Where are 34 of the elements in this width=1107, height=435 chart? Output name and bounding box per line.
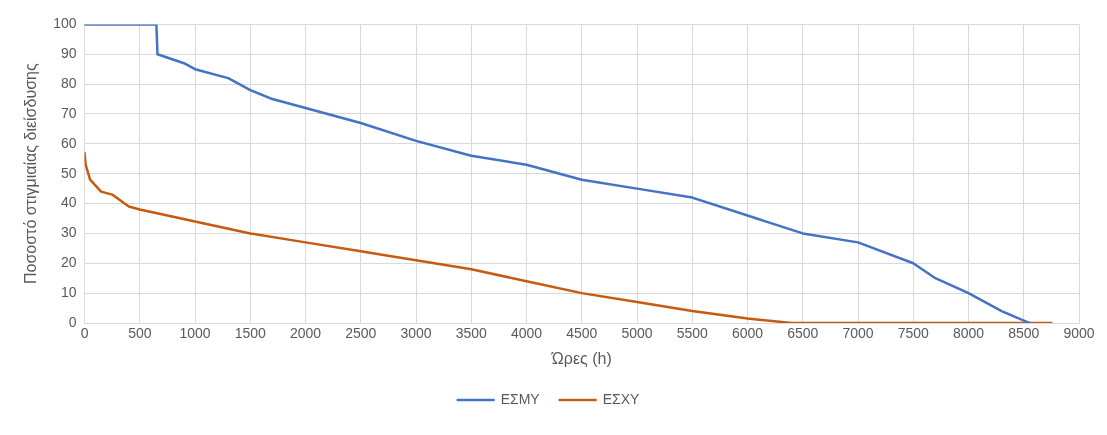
x-tick-label: 1000	[179, 325, 211, 342]
y-tick-label: 20	[60, 254, 77, 271]
y-tick-label: 30	[60, 224, 77, 241]
x-tick-label: 4000	[510, 325, 543, 342]
x-tick-label: 5000	[621, 325, 653, 342]
x-tick-label: 3000	[400, 325, 432, 342]
x-tick-label: 7000	[842, 325, 874, 342]
x-tick-label: 3500	[455, 325, 488, 342]
x-axis-title: Ώρες (h)	[550, 349, 612, 367]
x-tick-label: 6500	[787, 325, 819, 342]
x-tick-label: 9000	[1063, 325, 1095, 342]
y-tick-label: 40	[60, 194, 77, 211]
y-tick-label: 10	[60, 284, 77, 300]
y-tick-label: 80	[60, 74, 77, 91]
y-tick-label: 70	[60, 104, 77, 121]
x-tick-label: 2500	[345, 325, 377, 342]
x-tick-label: 4500	[566, 325, 598, 342]
y-tick-label: 0	[68, 313, 77, 330]
legend-label: ΕΣΜΥ	[500, 390, 541, 407]
y-tick-label: 100	[53, 15, 77, 32]
x-tick-label: 500	[128, 325, 152, 342]
x-tick-label: 0	[80, 325, 89, 342]
y-tick-label: 90	[60, 45, 77, 62]
y-axis-title: Ποσοστό στιγμιαίας διείσδυσης	[22, 63, 40, 285]
y-tick-label: 60	[60, 134, 77, 151]
x-tick-label: 8000	[952, 325, 985, 342]
legend-label: ΕΣΧΥ	[602, 390, 640, 407]
y-tick-label: 50	[60, 164, 77, 181]
x-tick-label: 8500	[1008, 325, 1040, 342]
x-tick-label: 6000	[731, 325, 764, 342]
x-tick-label: 7500	[897, 325, 930, 342]
x-tick-label: 2000	[289, 325, 322, 342]
x-tick-label: 5500	[676, 325, 709, 342]
x-tick-label: 1500	[234, 325, 267, 342]
